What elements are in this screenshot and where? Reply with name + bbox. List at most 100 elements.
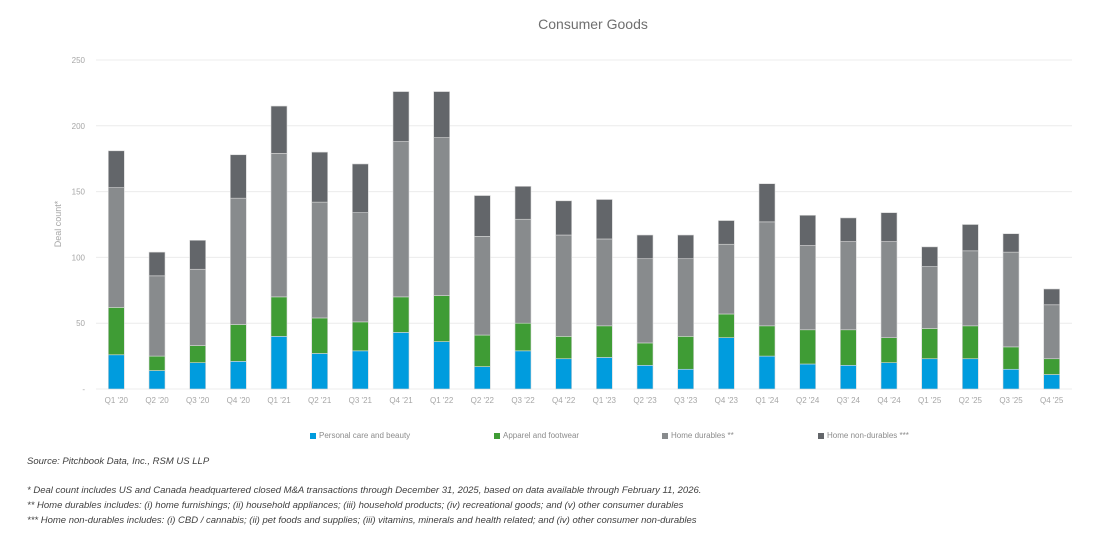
bar-segment bbox=[433, 295, 450, 342]
gridlines bbox=[96, 59, 1072, 390]
x-tick-label: Q4 '24 bbox=[877, 396, 901, 405]
bar-segment bbox=[596, 357, 613, 390]
bar-segment bbox=[555, 200, 572, 236]
bar-segment bbox=[921, 358, 938, 390]
bar-stack bbox=[758, 183, 776, 390]
bar-stack bbox=[636, 234, 654, 390]
bar-stack bbox=[108, 150, 125, 390]
bar-segment bbox=[270, 336, 288, 390]
bar-segment bbox=[270, 153, 288, 298]
bar-stack bbox=[392, 91, 410, 390]
bar-stack bbox=[514, 186, 532, 390]
legend-swatch bbox=[662, 432, 668, 439]
bar-segment bbox=[1002, 251, 1020, 348]
legend: Personal care and beauty Apparel and foo… bbox=[0, 431, 1099, 445]
y-tick-label: - bbox=[82, 385, 85, 394]
bar-segment bbox=[189, 362, 206, 390]
bar-segment bbox=[962, 358, 979, 390]
bar-segment bbox=[636, 342, 654, 366]
y-tick-label: 50 bbox=[76, 319, 85, 328]
bar-segment bbox=[718, 337, 735, 390]
x-tick-label: Q2 '20 bbox=[145, 396, 169, 405]
bar-segment bbox=[921, 266, 938, 329]
bar-segment bbox=[514, 322, 532, 352]
x-axis-ticks: Q1 '20 Q2 '20 Q3 '20 Q4 '20 Q1 '21 Q2 '21 Q3 '… bbox=[105, 396, 1064, 405]
x-tick-label: Q4 '20 bbox=[227, 396, 251, 405]
source-note: Source: Pitchbook Data, Inc., RSM US LLP bbox=[27, 456, 210, 467]
x-tick-label: Q3 '21 bbox=[349, 396, 373, 405]
bar-segment bbox=[636, 365, 654, 390]
bar-segment bbox=[880, 337, 898, 363]
bar-segment bbox=[718, 313, 735, 338]
bar-segment bbox=[880, 212, 898, 242]
x-tick-label: Q3' 24 bbox=[837, 396, 861, 405]
bar-segment bbox=[230, 154, 247, 199]
bar-segment bbox=[311, 151, 328, 203]
bar-segment bbox=[1002, 346, 1020, 370]
legend-label: Home non-durables *** bbox=[827, 431, 909, 440]
bar-segment bbox=[718, 243, 735, 315]
bar-segment bbox=[880, 362, 898, 390]
y-axis-ticks: - 50 100 150 200 250 bbox=[72, 56, 86, 394]
bar-segment bbox=[352, 350, 369, 390]
bar-segment bbox=[474, 334, 491, 367]
bar-segment bbox=[230, 197, 247, 325]
x-tick-label: Q3 '23 bbox=[674, 396, 698, 405]
bar-segment bbox=[677, 368, 694, 390]
bar-segment bbox=[433, 137, 450, 296]
x-tick-label: Q4 '22 bbox=[552, 396, 576, 405]
legend-swatch bbox=[310, 432, 316, 439]
bar-stack bbox=[474, 195, 491, 390]
bar-stack bbox=[962, 224, 979, 390]
bar-stack bbox=[148, 251, 166, 390]
x-tick-label: Q1 '21 bbox=[267, 396, 291, 405]
x-tick-label: Q1 '23 bbox=[593, 396, 617, 405]
bar-segment bbox=[555, 358, 572, 390]
footnote-home-durables: ** Home durables includes: (i) home furn… bbox=[27, 500, 684, 511]
bar-segment bbox=[352, 321, 369, 352]
bar-segment bbox=[799, 245, 816, 331]
x-tick-label: Q2 '24 bbox=[796, 396, 820, 405]
bar-segment bbox=[636, 258, 654, 344]
bar-segment bbox=[352, 212, 369, 323]
bar-segment bbox=[962, 325, 979, 360]
bar-segment bbox=[108, 187, 125, 308]
bar-segment bbox=[311, 353, 328, 390]
bar-stack bbox=[311, 151, 328, 390]
bar-stack bbox=[189, 239, 206, 390]
bar-segment bbox=[799, 214, 816, 246]
legend-swatch bbox=[818, 432, 824, 439]
bar-segment bbox=[677, 258, 694, 337]
chart-title: Consumer Goods bbox=[538, 16, 648, 32]
legend-item-home-durables: Home durables ** bbox=[662, 431, 734, 440]
bar-stack bbox=[799, 214, 816, 390]
bar-segment bbox=[270, 105, 288, 154]
x-tick-label: Q2 '25 bbox=[959, 396, 983, 405]
bar-segment bbox=[514, 218, 532, 324]
y-tick-label: 200 bbox=[72, 122, 86, 131]
bar-segment bbox=[514, 186, 532, 220]
bar-segment bbox=[921, 328, 938, 360]
bar-segment bbox=[392, 91, 410, 142]
legend-item-apparel: Apparel and footwear bbox=[494, 431, 579, 440]
bar-stack bbox=[596, 199, 613, 390]
bar-segment bbox=[555, 336, 572, 360]
bar-segment bbox=[921, 246, 938, 267]
bar-segment bbox=[108, 354, 125, 390]
bar-segment bbox=[352, 163, 369, 213]
bar-segment bbox=[1043, 304, 1060, 360]
bar-segment bbox=[799, 363, 816, 390]
x-tick-label: Q3 '25 bbox=[999, 396, 1023, 405]
bar-segment bbox=[596, 325, 613, 358]
bar-segment bbox=[189, 345, 206, 363]
bar-segment bbox=[758, 221, 776, 327]
bar-segment bbox=[311, 317, 328, 354]
bar-segment bbox=[758, 355, 776, 390]
bar-stack bbox=[1002, 233, 1020, 390]
bar-segment bbox=[189, 268, 206, 346]
bar-segment bbox=[108, 150, 125, 188]
bar-segment bbox=[718, 220, 735, 245]
bar-segment bbox=[840, 217, 857, 242]
bar-segment bbox=[1043, 358, 1060, 375]
bar-segment bbox=[392, 141, 410, 298]
